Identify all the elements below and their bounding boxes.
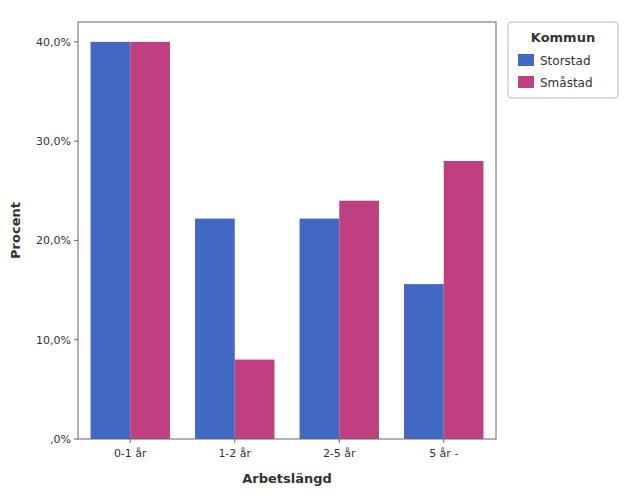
bars xyxy=(91,42,484,439)
chart-svg: ,0% 10,0% 20,0% 30,0% 40,0% 0-1 år 1-2 år 2-5 å… xyxy=(0,0,626,501)
x-tick-label: 1-2 år xyxy=(218,447,251,460)
plot-frame xyxy=(78,22,496,439)
legend-box xyxy=(508,22,618,98)
bar xyxy=(339,201,379,439)
y-tick-label: 40,0% xyxy=(36,36,71,49)
x-tick xyxy=(339,439,340,443)
y-tick-label: ,0% xyxy=(50,433,71,446)
y-tick-label: 30,0% xyxy=(36,135,71,148)
x-tick-label: 0-1 år xyxy=(114,447,147,460)
legend-label: Storstad xyxy=(540,54,591,68)
legend-label: Småstad xyxy=(540,76,593,90)
bar xyxy=(195,219,235,439)
bar xyxy=(444,161,484,439)
y-tick xyxy=(74,439,78,440)
x-tick xyxy=(130,439,131,443)
legend-swatch xyxy=(518,54,534,66)
y-tick xyxy=(74,41,78,42)
y-tick xyxy=(74,141,78,142)
bar xyxy=(130,42,170,439)
bar xyxy=(300,219,340,439)
y-tick-label: 10,0% xyxy=(36,334,71,347)
legend: Kommun Storstad Småstad xyxy=(508,22,618,98)
bar xyxy=(404,284,444,439)
legend-title: Kommun xyxy=(531,30,595,45)
x-tick-label: 2-5 år xyxy=(323,447,356,460)
y-axis-label: Procent xyxy=(8,202,23,259)
x-tick-label: 5 år - xyxy=(429,447,458,460)
legend-swatch xyxy=(518,76,534,88)
bar xyxy=(235,360,275,439)
x-tick xyxy=(234,439,235,443)
chart-container: ,0% 10,0% 20,0% 30,0% 40,0% 0-1 år 1-2 år 2-5 å… xyxy=(0,0,626,501)
x-axis-label: Arbetslängd xyxy=(242,471,332,486)
y-tick xyxy=(74,339,78,340)
bar xyxy=(91,42,131,439)
y-tick xyxy=(74,240,78,241)
y-tick-label: 20,0% xyxy=(36,234,71,247)
x-tick xyxy=(443,439,444,443)
